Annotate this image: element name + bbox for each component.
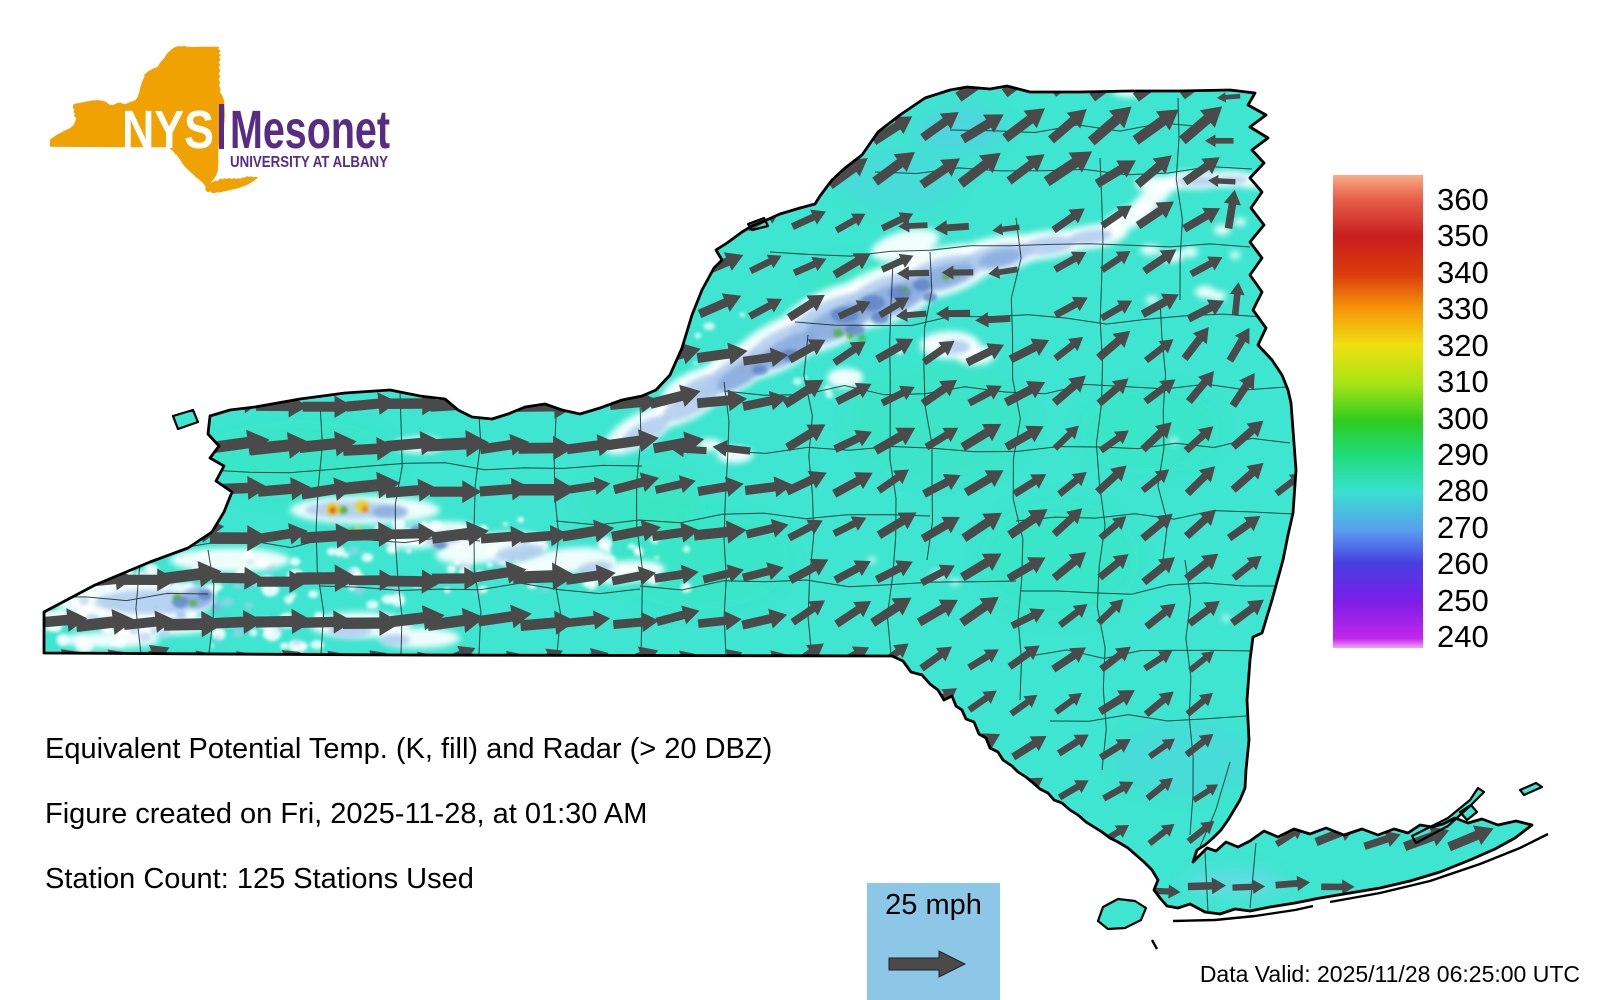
logo-ny-state-shape <box>49 45 258 194</box>
logo-org-name: Mesonet <box>230 100 390 160</box>
colorbar-tick-330: 330 <box>1437 291 1489 327</box>
colorbar-tick-360: 360 <box>1437 182 1489 217</box>
colorbar-tick-290: 290 <box>1437 436 1489 472</box>
wind-speed-legend-label: 25 mph <box>885 889 982 921</box>
colorbar-tick-260: 260 <box>1437 546 1489 582</box>
colorbar-tick-250: 250 <box>1437 582 1489 618</box>
wind-speed-legend-arrow-icon <box>888 950 967 978</box>
state-outline <box>42 84 1549 950</box>
wind-speed-legend: 25 mph <box>867 883 1000 1000</box>
colorbar-tick-300: 300 <box>1437 400 1489 436</box>
nys-mesonet-logo: NYS Mesonet UNIVERSITY AT ALBANY <box>49 45 390 194</box>
colorbar-tick-340: 340 <box>1437 254 1489 290</box>
colorbar-tick-labels: 360 350 340 330 320 310 300 290 280 270 260 250 240 <box>1437 0 1527 1000</box>
logo-divider-bar <box>219 104 224 149</box>
data-valid-timestamp: Data Valid: 2025/11/28 06:25:00 UTC <box>1199 961 1580 987</box>
colorbar-tick-240: 240 <box>1437 619 1489 654</box>
colorbar-tick-270: 270 <box>1437 509 1489 545</box>
station-count-text: Station Count: 125 Stations Used <box>45 863 474 895</box>
colorbar-tick-280: 280 <box>1437 473 1489 509</box>
colorbar-tick-320: 320 <box>1437 327 1489 363</box>
colorbar-tick-350: 350 <box>1437 218 1489 254</box>
theta-e-colorbar <box>1333 175 1423 648</box>
colorbar-tick-310: 310 <box>1437 364 1489 400</box>
figure-created-text: Figure created on Fri, 2025-11-28, at 01… <box>45 798 648 830</box>
logo-org-subtitle: UNIVERSITY AT ALBANY <box>230 154 389 171</box>
logo-org-short: NYS <box>122 100 214 160</box>
figure-title: Equivalent Potential Temp. (K, fill) and… <box>45 733 773 765</box>
